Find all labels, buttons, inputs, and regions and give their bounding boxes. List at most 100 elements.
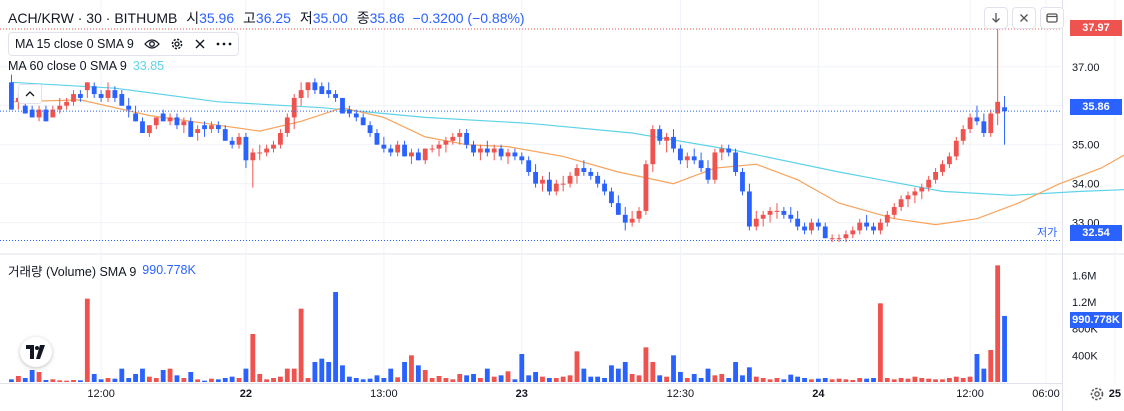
volume-bar bbox=[809, 379, 814, 382]
candle-body bbox=[105, 90, 111, 98]
volume-bar bbox=[415, 365, 421, 382]
candle-body bbox=[78, 94, 83, 98]
candle-body bbox=[64, 101, 70, 106]
candle-body bbox=[781, 210, 787, 215]
volume-bar bbox=[381, 378, 387, 382]
chevron-up-icon[interactable] bbox=[18, 84, 42, 104]
volume-bar bbox=[657, 375, 663, 382]
candle-body bbox=[953, 140, 959, 157]
time-axis[interactable]: 12:00 22 13:00 23 12:30 24 12:00 25 06:00 bbox=[87, 388, 1121, 400]
volume-tick-label: 1.2M bbox=[1072, 297, 1096, 309]
volume-bar bbox=[409, 355, 414, 382]
symbol-title[interactable]: ACH/KRW · 30 · BITHUMB bbox=[8, 10, 178, 26]
candle-body bbox=[553, 183, 559, 192]
volume-bar bbox=[505, 371, 511, 382]
volume-bar bbox=[726, 378, 732, 382]
candle-body bbox=[326, 90, 332, 95]
candle-body bbox=[160, 113, 166, 122]
eye-icon[interactable] bbox=[143, 38, 160, 50]
volume-bar bbox=[946, 378, 952, 382]
ma60-legend[interactable]: MA 60 close 0 SMA 9 33.85 bbox=[8, 55, 164, 77]
candle-body bbox=[898, 199, 904, 208]
volume-bar bbox=[388, 368, 394, 382]
candle-body bbox=[22, 105, 28, 114]
volume-bar bbox=[36, 372, 42, 382]
volume-bar bbox=[478, 378, 483, 382]
candle-body bbox=[119, 94, 125, 106]
volume-bar bbox=[602, 378, 607, 382]
volume-bar bbox=[484, 368, 490, 382]
candle-body bbox=[126, 105, 132, 110]
candle-body bbox=[857, 222, 863, 231]
volume-bar bbox=[581, 368, 587, 382]
volume-bar bbox=[64, 380, 70, 382]
more-icon[interactable] bbox=[216, 41, 232, 47]
candle-body bbox=[871, 226, 876, 231]
volume-bar bbox=[450, 379, 456, 382]
gear-icon[interactable] bbox=[170, 37, 184, 51]
candle-body bbox=[960, 129, 966, 141]
volume-bar bbox=[43, 380, 49, 382]
candle-body bbox=[222, 129, 228, 141]
candle-body bbox=[678, 148, 683, 161]
low-price-tag: 32.54 bbox=[1070, 225, 1122, 241]
volume-bar bbox=[105, 378, 111, 382]
candle-body bbox=[422, 148, 428, 161]
volume-bar bbox=[684, 378, 690, 382]
candle-body bbox=[802, 226, 807, 231]
candle-body bbox=[622, 214, 628, 223]
volume-sma-value: 990.778K bbox=[142, 263, 196, 277]
volume-bar bbox=[650, 362, 656, 382]
candle-body bbox=[395, 144, 401, 153]
candle-body bbox=[278, 133, 283, 145]
close-icon[interactable] bbox=[1012, 7, 1036, 29]
volume-bar bbox=[615, 368, 621, 382]
candle-body bbox=[271, 144, 276, 149]
volume-bar bbox=[346, 376, 352, 382]
time-tick-label: 06:00 bbox=[1032, 388, 1060, 400]
close-icon[interactable] bbox=[194, 38, 206, 50]
candle-body bbox=[698, 160, 704, 169]
volume-bar bbox=[719, 374, 725, 382]
candle-body bbox=[333, 94, 338, 98]
volume-bar bbox=[926, 378, 932, 382]
candle-body bbox=[878, 222, 883, 231]
close-value: 35.86 bbox=[369, 10, 405, 26]
volume-bar bbox=[222, 378, 228, 382]
candle-body bbox=[133, 113, 138, 122]
volume-bar bbox=[533, 372, 538, 382]
fullscreen-icon[interactable] bbox=[1040, 7, 1064, 29]
volume-bar bbox=[822, 378, 828, 382]
volume-bar bbox=[733, 362, 738, 382]
candle-body bbox=[284, 117, 290, 133]
candle-body bbox=[719, 148, 725, 153]
candle-body bbox=[491, 148, 497, 153]
arrow-down-icon[interactable] bbox=[984, 7, 1008, 29]
candle-body bbox=[146, 125, 152, 133]
ma15-path bbox=[11, 99, 1124, 226]
volume-bar bbox=[443, 378, 449, 382]
volume-legend[interactable]: 거래량 (Volume) SMA 9 990.778K bbox=[8, 259, 196, 281]
gear-icon[interactable] bbox=[1089, 386, 1105, 406]
candle-body bbox=[967, 117, 973, 130]
volume-bar bbox=[740, 375, 745, 382]
volume-bar bbox=[898, 378, 904, 382]
candle-body bbox=[429, 148, 435, 150]
volume-bar bbox=[333, 292, 338, 382]
candle-body bbox=[298, 90, 304, 98]
volume-bar bbox=[153, 378, 159, 382]
tradingview-logo-icon[interactable] bbox=[20, 337, 52, 367]
volume-bar bbox=[995, 265, 1001, 382]
volume-bar bbox=[112, 378, 118, 382]
candle-body bbox=[436, 144, 442, 149]
volume-bar bbox=[526, 375, 532, 382]
low-label: 저 bbox=[299, 10, 313, 26]
volume-bar bbox=[215, 379, 221, 382]
ma15-legend[interactable]: MA 15 close 0 SMA 9 bbox=[8, 32, 239, 56]
candle-body bbox=[933, 171, 938, 180]
candle-body bbox=[671, 136, 676, 149]
candle-body bbox=[850, 230, 856, 235]
volume-bar bbox=[815, 378, 821, 382]
